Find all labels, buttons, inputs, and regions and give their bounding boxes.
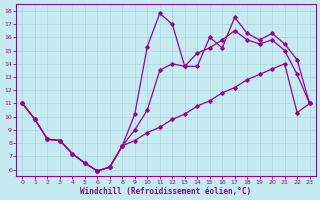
X-axis label: Windchill (Refroidissement éolien,°C): Windchill (Refroidissement éolien,°C) [80,187,252,196]
